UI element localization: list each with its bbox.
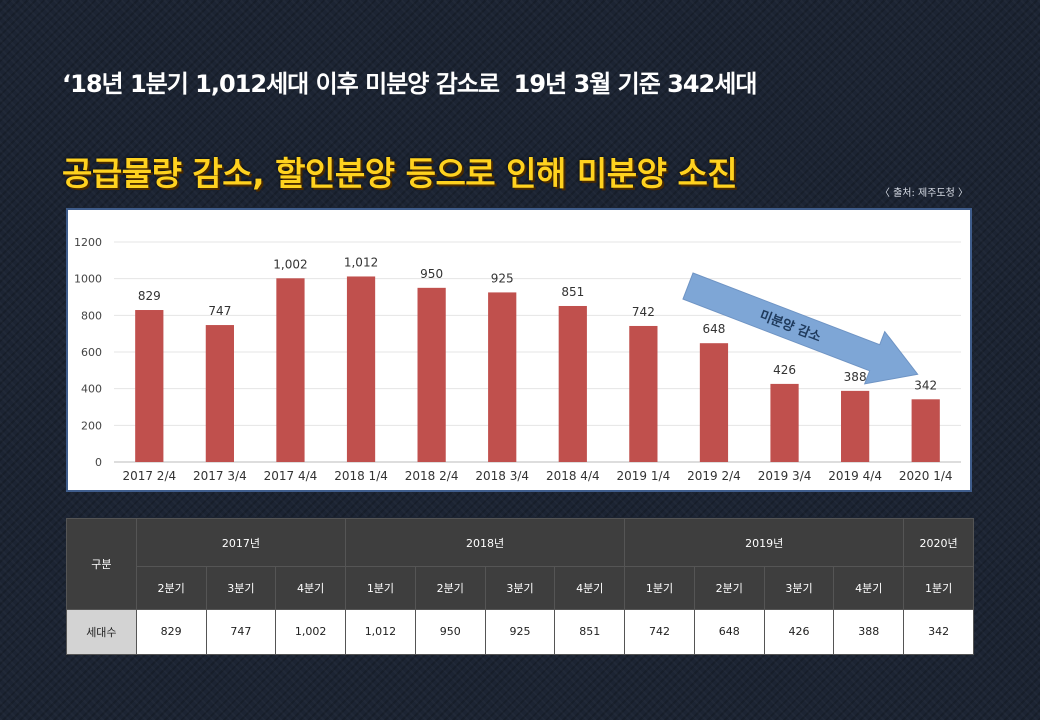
- bar-value-label: 1,012: [344, 255, 378, 269]
- headline: 공급물량 감소, 할인분양 등으로 인해 미분양 소진: [40, 108, 1020, 195]
- x-tick-label: 2017 2/4: [122, 469, 176, 483]
- year-header-2019: 2019년: [624, 517, 905, 568]
- bar: [699, 343, 729, 462]
- bar: [770, 383, 799, 462]
- x-tick-label: 2019 2/4: [687, 469, 741, 483]
- y-tick-label: 1000: [74, 273, 102, 286]
- bar: [276, 278, 305, 462]
- chart-panel: 0 200 400 600 800 1000 1200 829 2017 2/4 747 2017 …: [66, 208, 972, 492]
- x-tick-label: 2018 3/4: [475, 469, 529, 483]
- bar-value-label: 829: [138, 289, 161, 303]
- quarter-header: 1분기: [903, 566, 974, 610]
- headline-part-1: 공급물량 감소, 할인분양 등으로 인해: [61, 154, 577, 193]
- table-cell: 1,012: [345, 608, 416, 656]
- bar: [841, 390, 870, 462]
- quarter-header: 4분기: [275, 566, 347, 610]
- bar-value-label: 950: [420, 267, 443, 281]
- quarter-header: 4분기: [554, 566, 626, 610]
- table-cell: 747: [205, 608, 277, 656]
- arrow-shape: [682, 272, 919, 385]
- headline-part-2: 미분양 소진: [576, 154, 738, 193]
- table-year-row: 구분 2017년 2018년 2019년 2020년: [66, 517, 974, 610]
- x-tick-label: 2017 3/4: [193, 469, 247, 483]
- y-tick-label: 800: [81, 309, 102, 322]
- y-tick-label: 600: [81, 346, 102, 359]
- x-tick-label: 2020 1/4: [899, 469, 953, 483]
- bar-value-label: 742: [632, 305, 655, 319]
- data-table: 구분 2017년 2018년 2019년 2020년 2분기 3분기 4분기 1…: [66, 517, 974, 656]
- year-header-2018: 2018년: [345, 517, 626, 568]
- table-quarter-row: 2분기 3분기 4분기 1분기 2분기 3분기 4분기 1분기 2분기 3분기 …: [67, 566, 974, 610]
- y-tick-label: 0: [95, 456, 102, 469]
- x-tick-label: 2018 4/4: [546, 469, 600, 483]
- quarter-header: 3분기: [484, 566, 556, 610]
- bar-value-label: 925: [491, 271, 514, 285]
- subtitle: ‘18년 1분기 1,012세대 이후 미분양 감소로 19년 3월 기준 34…: [62, 70, 757, 98]
- bar-chart: 0 200 400 600 800 1000 1200 829 2017 2/4 747 2017 …: [74, 236, 961, 483]
- table-cell: 648: [693, 608, 765, 656]
- quarter-header: 3분기: [763, 566, 835, 610]
- quarter-header: 2분기: [135, 566, 207, 610]
- quarter-header: 3분기: [205, 566, 277, 610]
- bar-value-label: 747: [208, 304, 231, 318]
- table-cell: 742: [624, 608, 695, 656]
- table-cell: 342: [903, 608, 974, 656]
- bar: [135, 310, 164, 462]
- bar-value-label: 342: [914, 378, 937, 392]
- x-tick-label: 2019 3/4: [758, 469, 812, 483]
- bar-value-label: 648: [703, 322, 726, 336]
- x-tick-label: 2019 4/4: [828, 469, 882, 483]
- table-corner: 구분: [66, 518, 137, 610]
- x-tick-label: 2018 1/4: [334, 469, 388, 483]
- bar: [488, 292, 517, 462]
- year-header-2017: 2017년: [135, 517, 347, 568]
- bar: [417, 287, 446, 462]
- x-tick-label: 2018 2/4: [405, 469, 459, 483]
- x-tick-label: 2017 4/4: [264, 469, 318, 483]
- bar: [629, 325, 658, 462]
- table-cell: 1,002: [275, 608, 347, 656]
- y-tick-label: 1200: [74, 236, 102, 249]
- bar: [205, 325, 234, 462]
- table-row: 세대수 829 747 1,002 1,012 950 925 851 742 …: [66, 608, 974, 656]
- x-tick-label: 2019 1/4: [617, 469, 671, 483]
- bar-value-label: 426: [773, 363, 796, 377]
- bar-value-label: 388: [844, 370, 867, 384]
- quarter-header: 2분기: [414, 566, 486, 610]
- quarter-header: 1분기: [624, 566, 695, 610]
- year-header-2020: 2020년: [903, 517, 974, 568]
- bar: [346, 276, 376, 462]
- source-note: 〈 출처: 제주도청 〉: [879, 188, 968, 199]
- table-cell: 829: [135, 608, 207, 656]
- table-cell: 950: [414, 608, 486, 656]
- bar: [558, 305, 587, 462]
- y-tick-label: 200: [81, 419, 102, 432]
- bar-value-label: 851: [561, 285, 584, 299]
- table-cell: 388: [833, 608, 905, 656]
- bar: [911, 399, 940, 462]
- table-cell: 851: [554, 608, 626, 656]
- row-label: 세대수: [66, 608, 137, 656]
- y-tick-label: 400: [81, 383, 102, 396]
- table-cell: 426: [763, 608, 835, 656]
- quarter-header: 4분기: [833, 566, 905, 610]
- quarter-header: 2분기: [693, 566, 765, 610]
- bar-value-label: 1,002: [273, 257, 307, 271]
- quarter-header: 1분기: [345, 566, 416, 610]
- table-cell: 925: [484, 608, 556, 656]
